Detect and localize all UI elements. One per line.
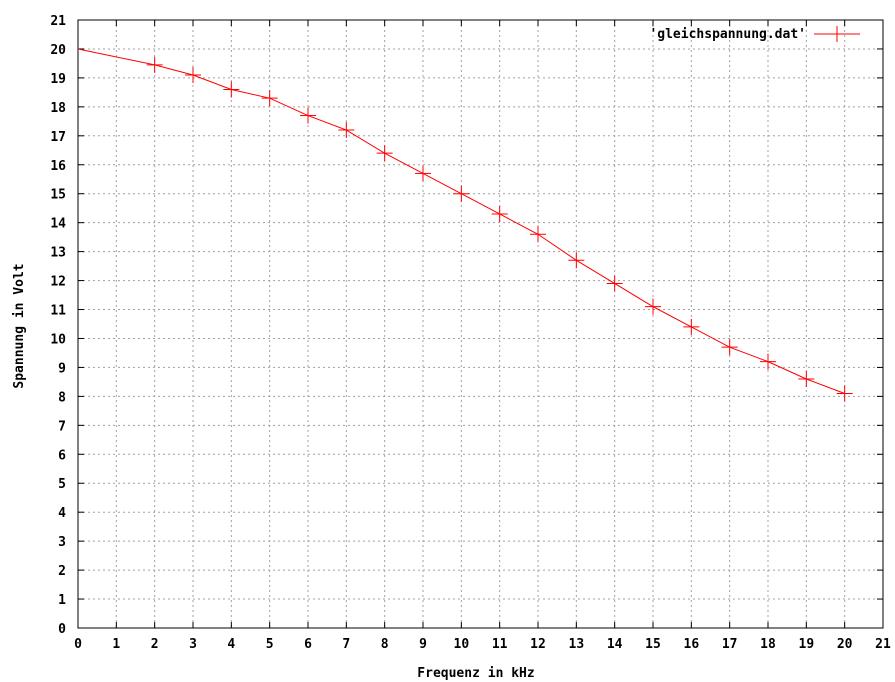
y-tick-label: 18 (50, 101, 66, 116)
y-tick-label: 17 (50, 130, 66, 145)
y-tick-label: 9 (58, 361, 66, 376)
x-tick-label: 11 (492, 637, 508, 652)
y-tick-label: 5 (58, 477, 66, 492)
axes: 0 1 2 3 4 5 6 7 8 9 10 11 12 13 14 15 16 17 18 19 20 21012345… (50, 14, 891, 652)
y-tick-label: 13 (50, 246, 66, 261)
y-tick-label: 8 (58, 390, 66, 405)
x-tick-label: 13 (569, 637, 585, 652)
data-point-marker (530, 226, 546, 243)
y-tick-label: 6 (58, 448, 66, 463)
legend: 'gleichspannung.dat' (649, 26, 860, 42)
y-tick-label: 2 (58, 564, 66, 579)
x-tick-label: 6 (304, 637, 312, 652)
data-point-marker (376, 145, 393, 162)
data-point-marker (261, 90, 278, 107)
x-tick-label: 3 (189, 637, 197, 652)
x-tick-label: 4 (227, 637, 235, 652)
data-point-marker (338, 122, 355, 139)
y-tick-label: 20 (50, 43, 66, 58)
legend-sample-marker (829, 26, 845, 42)
series-line (77, 48, 845, 394)
y-tick-label: 15 (50, 188, 66, 203)
data-point-marker (645, 298, 661, 315)
x-tick-label: 19 (799, 637, 815, 652)
y-tick-label: 14 (50, 217, 66, 232)
y-tick-label: 0 (58, 622, 66, 637)
y-tick-label: 4 (58, 506, 66, 521)
y-tick-label: 3 (58, 535, 66, 550)
data-point-marker (415, 165, 431, 182)
x-tick-label: 9 (419, 637, 427, 652)
y-tick-label: 7 (58, 419, 66, 434)
y-axis-label: Spannung in Volt (12, 263, 27, 388)
x-tick-label: 12 (530, 637, 546, 652)
x-axis-label: Frequenz in kHz (417, 666, 534, 681)
x-tick-label: 14 (607, 637, 623, 652)
x-tick-label: 20 (837, 637, 853, 652)
x-tick-label: 15 (645, 637, 661, 652)
grid (78, 20, 883, 628)
data-point-marker (798, 371, 815, 388)
x-tick-label: 2 (151, 637, 159, 652)
x-tick-label: 8 (381, 637, 389, 652)
x-tick-label: 18 (760, 637, 776, 652)
y-tick-label: 16 (50, 159, 66, 174)
y-tick-label: 1 (58, 593, 66, 608)
y-tick-label: 10 (50, 332, 66, 347)
data-point-marker (683, 318, 700, 335)
data-point-marker (606, 275, 623, 292)
x-tick-label: 21 (875, 637, 891, 652)
data-point-marker (836, 385, 853, 402)
data-point-marker (300, 107, 316, 124)
plot-frame (77, 19, 884, 629)
data-point-marker (568, 252, 585, 269)
series-layer (77, 48, 853, 402)
x-tick-label: 7 (342, 637, 350, 652)
y-tick-label: 19 (50, 72, 66, 87)
y-tick-label: 21 (50, 14, 66, 29)
data-point-marker (491, 205, 508, 222)
data-point-marker (721, 339, 738, 356)
x-tick-label: 17 (722, 637, 738, 652)
data-point-marker (760, 353, 776, 370)
y-tick-label: 11 (50, 304, 66, 319)
data-point-marker (146, 56, 163, 73)
data-point-marker (453, 185, 470, 202)
x-tick-label: 1 (112, 637, 120, 652)
data-point-marker (185, 67, 201, 84)
x-tick-label: 16 (684, 637, 700, 652)
y-tick-label: 12 (50, 275, 66, 290)
x-tick-label: 0 (74, 637, 82, 652)
x-tick-label: 10 (454, 637, 470, 652)
data-point-marker (223, 81, 240, 98)
legend-label: 'gleichspannung.dat' (649, 27, 806, 42)
x-tick-label: 5 (266, 637, 274, 652)
